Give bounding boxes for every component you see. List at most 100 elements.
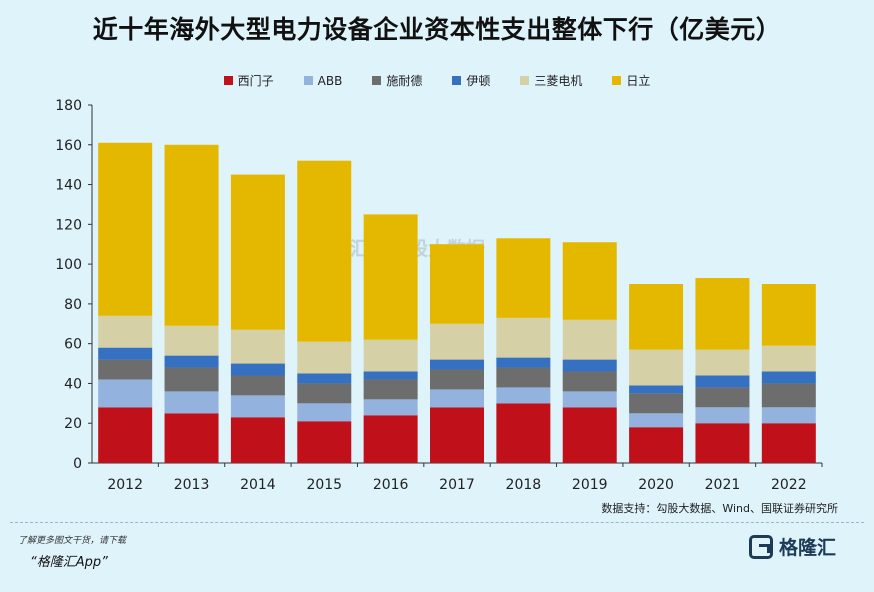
x-tick-label: 2016: [373, 477, 409, 493]
legend-label: 日立: [626, 74, 651, 88]
legend-label: ABB: [317, 73, 343, 88]
bar-segment: [629, 413, 684, 428]
bar-segment: [430, 359, 484, 370]
brand-logo: 格隆汇: [748, 533, 836, 560]
bar-segment: [496, 387, 551, 404]
bar-segment: [230, 417, 285, 463]
x-tick-label: 2012: [107, 477, 143, 493]
bar-segment: [761, 345, 816, 372]
bar-segment: [496, 357, 551, 368]
bar-segment: [761, 284, 816, 346]
bar-segment: [629, 284, 684, 350]
legend-label: 伊顿: [466, 74, 491, 88]
bar-segment: [297, 160, 352, 342]
footer-app-name: “格隆汇App”: [30, 555, 108, 570]
bar-segment: [98, 315, 153, 348]
brand-name: 格隆汇: [778, 537, 836, 559]
bar-segment: [164, 325, 219, 356]
bar-segment: [297, 403, 352, 422]
x-tick-label: 2015: [306, 477, 342, 493]
bar-segment: [695, 349, 750, 376]
y-tick-label: 60: [64, 337, 82, 353]
bar-segment: [695, 407, 750, 424]
footer-note: 了解更多图文干货，请下载: [18, 536, 127, 546]
bar-segment: [496, 367, 551, 388]
bar-segment: [98, 379, 153, 408]
bar-segment: [164, 144, 219, 326]
bar-segment: [297, 421, 352, 463]
y-tick-label: 0: [73, 456, 82, 472]
bar-segment: [695, 278, 750, 350]
bar-segment: [562, 371, 617, 392]
bar-segment: [695, 375, 750, 388]
bar-segment: [230, 363, 285, 376]
legend-label: 西门子: [237, 74, 274, 88]
x-tick-label: 2021: [705, 477, 741, 493]
legend-item: 西门子: [223, 72, 274, 89]
legend-swatch: [303, 76, 313, 85]
bar-segment: [562, 319, 617, 360]
bar-segment: [629, 385, 684, 394]
y-tick-label: 140: [55, 178, 82, 194]
bar-segment: [164, 413, 219, 463]
bar-segment: [761, 407, 816, 424]
legend-label: 施耐德: [386, 74, 423, 88]
bar-segment: [562, 359, 617, 372]
bar-segment: [230, 329, 285, 364]
bar-segment: [761, 371, 816, 384]
y-tick-label: 20: [64, 416, 82, 432]
bar-segment: [761, 383, 816, 408]
bar-segment: [363, 399, 418, 416]
bar-segment: [164, 367, 219, 392]
bar-segment: [297, 341, 352, 374]
bar-segment: [363, 415, 418, 463]
y-tick-label: 40: [64, 376, 82, 392]
legend-item: ABB: [303, 72, 343, 89]
bar-segment: [430, 244, 484, 324]
bar-segment: [761, 423, 816, 463]
bar-segment: [562, 391, 617, 408]
bar-segment: [496, 238, 551, 318]
x-tick-label: 2017: [439, 477, 475, 493]
legend-swatch: [612, 76, 622, 85]
chart-legend: 西门子 ABB 施耐德 伊顿 三菱电机 日立: [0, 72, 874, 89]
bar-segment: [98, 347, 153, 360]
legend-item: 日立: [612, 72, 650, 89]
x-tick-label: 2020: [638, 477, 674, 493]
footer-divider: [10, 522, 864, 523]
legend-label: 三菱电机: [534, 74, 583, 88]
bar-segment: [98, 407, 153, 463]
legend-item: 伊顿: [452, 72, 490, 89]
bar-segment: [430, 369, 484, 390]
bar-segment: [562, 242, 617, 320]
bar-segment: [363, 371, 418, 380]
bar-segment: [430, 407, 484, 463]
x-tick-label: 2022: [771, 477, 807, 493]
bar-segment: [230, 395, 285, 418]
bar-segment: [297, 373, 352, 384]
bar-segment: [98, 359, 153, 380]
bar-segment: [695, 423, 750, 463]
legend-swatch: [520, 76, 530, 85]
source-note: 数据支持：勾股大数据、Wind、国联证券研究所: [601, 502, 838, 515]
legend-swatch: [223, 76, 233, 85]
bar-segment: [430, 323, 484, 360]
bar-segment: [164, 391, 219, 414]
bar-segment: [562, 407, 617, 463]
bar-segment: [695, 387, 750, 408]
x-tick-label: 2014: [240, 477, 276, 493]
y-tick-label: 100: [55, 257, 82, 273]
bar-segment: [363, 214, 418, 340]
y-tick-label: 120: [55, 217, 82, 233]
bar-segment: [98, 142, 153, 316]
legend-item: 三菱电机: [520, 72, 582, 89]
stacked-bar-chart: 0 20 40 60 80 100 120 140 160 180 2012 2013 2014 2015…: [55, 98, 823, 493]
bar-segment: [430, 389, 484, 408]
x-tick-label: 2019: [572, 477, 608, 493]
bar-segment: [496, 317, 551, 358]
legend-swatch: [452, 76, 462, 85]
bar-segment: [363, 379, 418, 400]
y-tick-label: 180: [55, 98, 82, 114]
bar-segment: [230, 174, 285, 330]
x-tick-label: 2013: [174, 477, 210, 493]
